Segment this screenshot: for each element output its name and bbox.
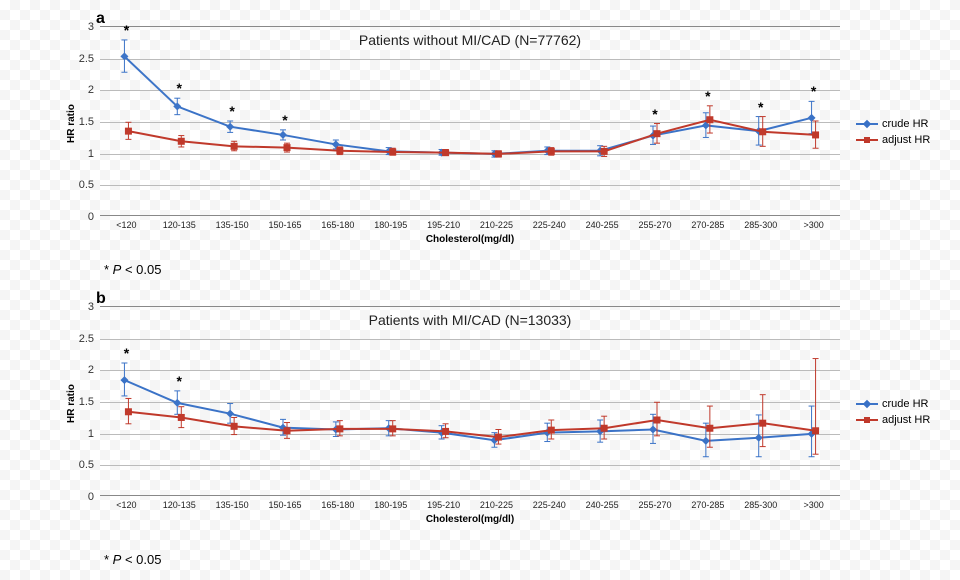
x-tick-label: 225-240 <box>523 500 576 510</box>
significance-star: * <box>705 88 710 104</box>
p-value-note-b: * P < 0.05 <box>104 552 161 567</box>
legend-label: adjust HR <box>882 414 930 426</box>
x-tick-label: 240-255 <box>576 500 629 510</box>
significance-star: * <box>229 103 234 119</box>
x-tick-label: 150-165 <box>259 220 312 230</box>
legend-label: adjust HR <box>882 134 930 146</box>
significance-star: * <box>124 345 129 361</box>
significance-star: * <box>282 112 287 128</box>
significance-star: * <box>811 83 816 99</box>
x-tick-label: 240-255 <box>576 220 629 230</box>
y-tick-label: 3 <box>88 301 100 313</box>
y-tick-label: 2.5 <box>79 53 100 65</box>
y-tick-label: 0 <box>88 491 100 503</box>
y-tick-label: 1 <box>88 148 100 160</box>
x-tick-label: 225-240 <box>523 220 576 230</box>
significance-star: * <box>177 80 182 96</box>
x-tick-label: 165-180 <box>311 220 364 230</box>
y-tick-label: 2 <box>88 84 100 96</box>
x-tick-label: 120-135 <box>153 500 206 510</box>
x-tick-label: <120 <box>100 500 153 510</box>
x-tick-label: 285-300 <box>734 500 787 510</box>
x-tick-label: >300 <box>787 500 840 510</box>
legend-item: adjust HR <box>856 414 930 426</box>
y-tick-label: 0.5 <box>79 179 100 191</box>
legend-item: crude HR <box>856 398 930 410</box>
x-tick-label: 210-225 <box>470 220 523 230</box>
x-tick-labels: <120120-135135-150150-165165-180180-1951… <box>100 220 840 230</box>
x-tick-label: 135-150 <box>206 220 259 230</box>
significance-star: * <box>652 106 657 122</box>
p-value-note-a: * P < 0.05 <box>104 262 161 277</box>
x-tick-label: 135-150 <box>206 500 259 510</box>
significance-star: * <box>177 373 182 389</box>
legend-b: crude HR adjust HR <box>856 398 930 430</box>
y-tick-label: 1.5 <box>79 396 100 408</box>
x-tick-label: 195-210 <box>417 500 470 510</box>
x-tick-label: 270-285 <box>681 220 734 230</box>
x-tick-label: 210-225 <box>470 500 523 510</box>
y-tick-label: 2 <box>88 364 100 376</box>
x-tick-label: 180-195 <box>364 220 417 230</box>
x-tick-label: 270-285 <box>681 500 734 510</box>
legend-label: crude HR <box>882 398 928 410</box>
x-tick-label: 285-300 <box>734 220 787 230</box>
x-tick-label: >300 <box>787 220 840 230</box>
legend-a: crude HR adjust HR <box>856 118 930 150</box>
series-svg-a <box>100 26 840 216</box>
y-tick-label: 2.5 <box>79 333 100 345</box>
legend-item: crude HR <box>856 118 930 130</box>
x-tick-label: 195-210 <box>417 220 470 230</box>
legend-label: crude HR <box>882 118 928 130</box>
series-svg-b <box>100 306 840 496</box>
y-axis-label: HR ratio <box>66 384 77 423</box>
y-tick-label: 1.5 <box>79 116 100 128</box>
x-tick-label: 255-270 <box>629 220 682 230</box>
y-tick-label: 3 <box>88 21 100 33</box>
significance-star: * <box>758 99 763 115</box>
x-tick-label: 255-270 <box>629 500 682 510</box>
y-tick-label: 0.5 <box>79 459 100 471</box>
x-axis-title: Cholesterol(mg/dl) <box>100 514 840 525</box>
x-tick-label: 180-195 <box>364 500 417 510</box>
y-tick-label: 1 <box>88 428 100 440</box>
x-tick-label: 120-135 <box>153 220 206 230</box>
significance-star: * <box>124 22 129 38</box>
x-tick-label: 150-165 <box>259 500 312 510</box>
y-axis-label: HR ratio <box>66 104 77 143</box>
y-tick-label: 0 <box>88 211 100 223</box>
x-tick-labels: <120120-135135-150150-165165-180180-1951… <box>100 500 840 510</box>
x-tick-label: 165-180 <box>311 500 364 510</box>
legend-item: adjust HR <box>856 134 930 146</box>
x-tick-label: <120 <box>100 220 153 230</box>
x-axis-title: Cholesterol(mg/dl) <box>100 234 840 245</box>
